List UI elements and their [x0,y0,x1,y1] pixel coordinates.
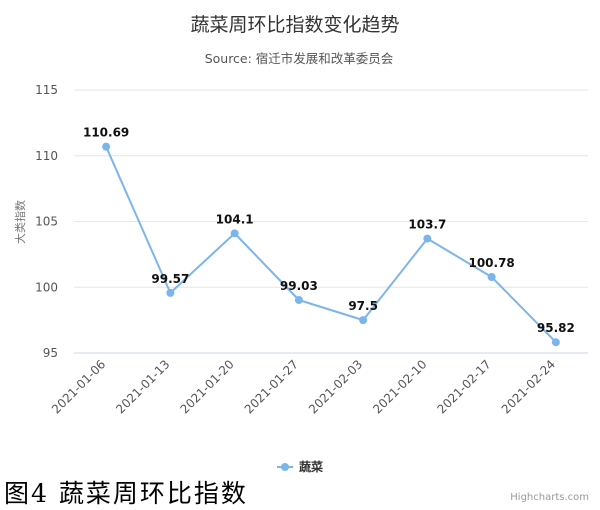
x-tick-label: 2021-02-10 [370,357,429,416]
figure-caption: 图4 蔬菜周环比指数 [4,479,248,508]
data-label: 95.82 [537,321,575,335]
data-point[interactable] [294,296,303,305]
data-label: 100.78 [468,256,514,270]
data-point[interactable] [230,229,239,238]
y-axis-label: 大类指数 [13,200,27,244]
data-point[interactable] [423,234,432,243]
chart-subtitle: Source: 宿迁市发展和改革委员会 [205,51,394,66]
data-label: 110.69 [83,126,129,140]
data-label: 104.1 [216,212,254,226]
legend-label: 蔬菜 [299,459,323,474]
data-label: 99.03 [280,279,318,293]
data-label: 97.5 [348,299,378,313]
series-line [105,146,557,343]
y-tick-label: 100 [35,280,58,294]
y-tick-label: 105 [35,215,58,229]
legend[interactable]: 蔬菜 [277,459,323,474]
data-label: 103.7 [408,218,446,232]
x-axis-ticks: 2021-01-06 2021-01-13 2021-01-20 2021-01-27… [49,352,588,416]
series-vegetables: 110.69 99.57 104.1 99.03 97.5 103.7 100.78 95.8… [83,126,575,347]
y-tick-label: 95 [43,346,58,360]
x-tick-label: 2021-02-03 [306,357,365,416]
data-point[interactable] [487,272,496,281]
data-point[interactable] [359,316,368,325]
grid-lines [74,89,588,354]
y-axis-ticks: 95 100 105 110 115 [35,83,58,360]
data-point[interactable] [551,338,560,347]
x-tick-label: 2021-01-13 [113,357,172,416]
chart-title: 蔬菜周环比指数变化趋势 [190,14,399,36]
legend-marker-icon [281,463,289,471]
x-tick-label: 2021-01-20 [178,357,237,416]
x-tick-label: 2021-01-27 [242,357,301,416]
data-point[interactable] [166,288,175,297]
y-tick-label: 115 [35,83,58,97]
x-tick-label: 2021-02-24 [499,357,558,416]
y-tick-label: 110 [35,149,58,163]
x-tick-label: 2021-02-17 [435,357,494,416]
chart-credits[interactable]: Highcharts.com [510,492,589,503]
x-tick-label: 2021-01-06 [49,357,108,416]
data-label: 99.57 [151,272,189,286]
data-point[interactable] [102,142,111,151]
